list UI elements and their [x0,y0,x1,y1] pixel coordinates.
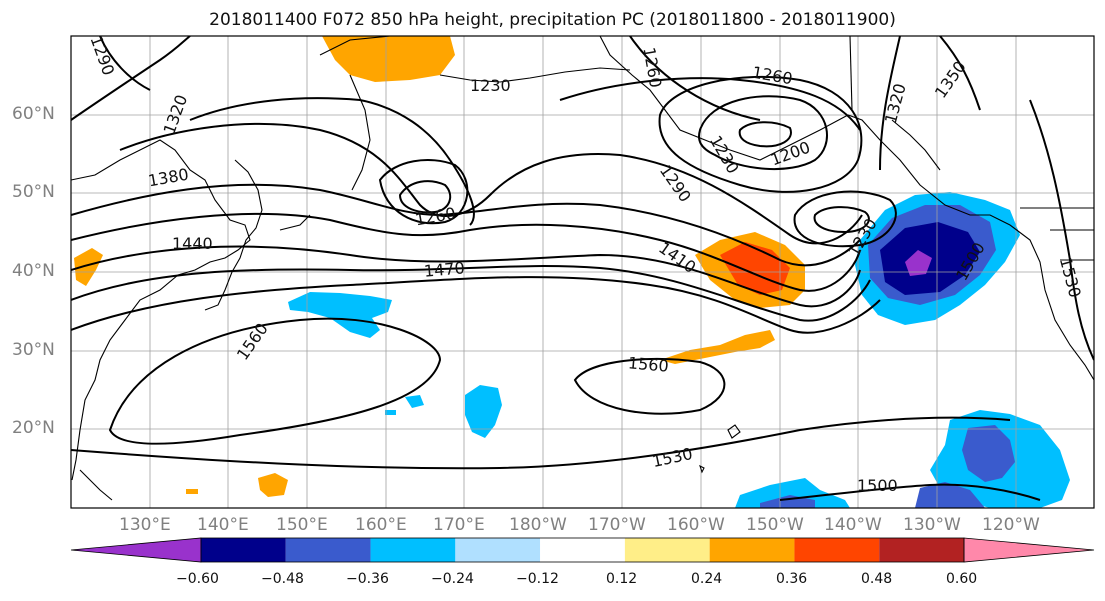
lat-label: 30°N [12,340,55,360]
contour-label: 1560 [627,353,670,376]
precip-lightblue-tiny [385,410,396,415]
lon-label: 170°E [433,515,485,535]
colorbar-tick: −0.60 [176,571,219,587]
precip-orange-dot [186,489,198,494]
lon-label: 130°E [119,515,171,535]
precip-purple-east [905,250,932,276]
lat-label: 40°N [12,261,55,281]
lon-label: 140°E [197,515,249,535]
colorbar-tick: 0.24 [691,571,723,587]
precip-orange-small [258,473,288,497]
lon-label: 150°E [276,515,328,535]
lon-label: 140°W [824,515,882,535]
colorbar-tick: −0.24 [431,571,474,587]
colorbar-tick: 0.60 [946,571,978,587]
lat-label: 60°N [12,104,55,124]
precip-lightblue-west [288,292,392,338]
contour-label: 1500 [857,476,898,495]
map-title: 2018011400 F072 850 hPa height, precipit… [209,10,896,30]
precip-orange-strip [660,330,775,364]
precip-blue-southeast [962,425,1015,482]
graticule [71,36,1094,508]
colorbar-tick: −0.36 [346,571,389,587]
precip-orange-north [322,36,455,82]
precip-lightblue-tiny2 [405,395,424,408]
lat-label: 20°N [12,418,55,438]
colorbar-tick: 0.12 [606,571,638,587]
contour-label: 1230 [470,76,511,95]
precip-orange-west [74,248,103,286]
precip-shading [74,36,1070,508]
lon-label: 170°W [588,515,646,535]
colorbar-tick: −0.12 [516,571,559,587]
lon-label: 130°W [903,515,961,535]
lon-label: 150°W [746,515,804,535]
contour-label: 1470 [423,258,466,281]
colorbar-tick: −0.48 [261,571,304,587]
colorbar-tick: 0.48 [861,571,893,587]
lon-label: 160°E [355,515,407,535]
contour-label: 1440 [172,234,213,253]
colorbar-tick: 0.36 [776,571,808,587]
lat-label: 50°N [12,182,55,202]
lon-label: 160°W [667,515,725,535]
lon-label: 180°W [509,515,567,535]
height-contours [71,36,1094,501]
precip-lightblue-mid [465,385,502,438]
precip-blue-southeast2 [915,482,985,508]
map-frame [70,35,1095,509]
lon-label: 120°W [982,515,1040,535]
precip-lightblue-south [735,478,850,508]
